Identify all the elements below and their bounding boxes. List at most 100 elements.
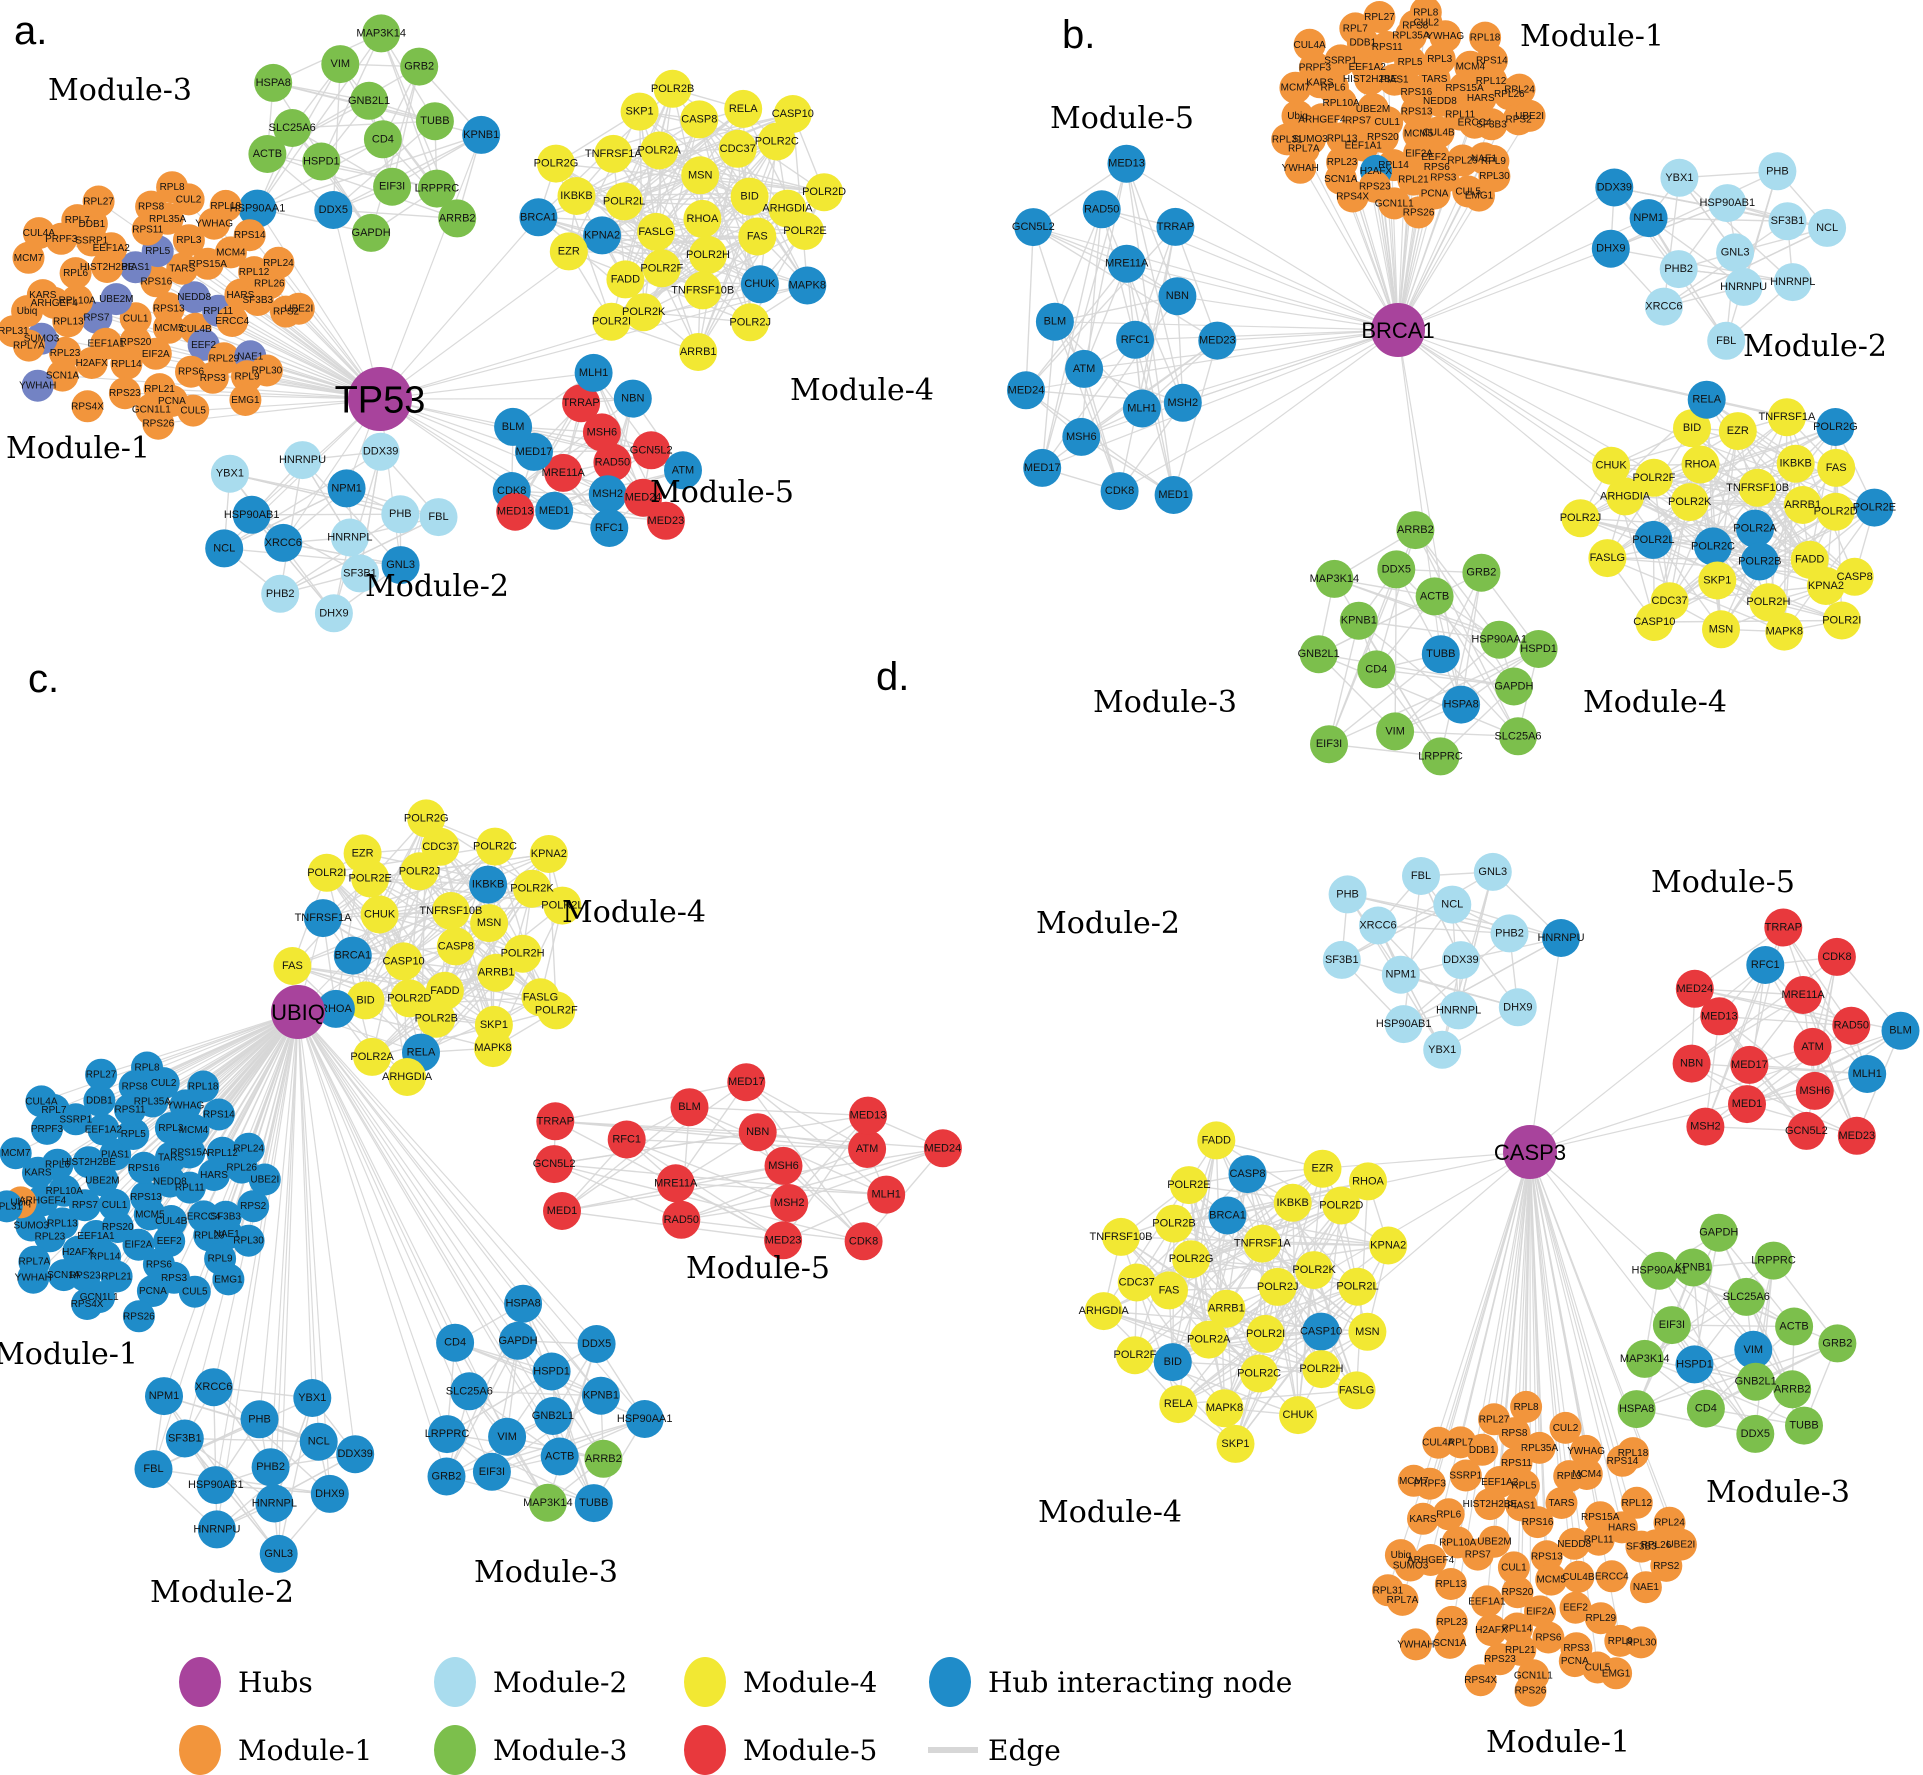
gene-node-BID[interactable]: [1673, 409, 1711, 448]
gene-node-HSPA8[interactable]: [504, 1284, 543, 1323]
gene-node-MAP3K14[interactable]: [362, 14, 401, 53]
gene-node-SLC25A6[interactable]: [1727, 1277, 1766, 1316]
gene-node-MAP3K14[interactable]: [1625, 1339, 1664, 1378]
gene-node-ATM[interactable]: [848, 1130, 887, 1168]
gene-node-POLR2I[interactable]: [1246, 1314, 1285, 1353]
gene-node-TNFRSF10B[interactable]: [1738, 468, 1777, 507]
gene-node-MRE11A[interactable]: [656, 1164, 695, 1203]
gene-node-MSN[interactable]: [681, 156, 720, 195]
gene-node-POLR2C[interactable]: [476, 827, 514, 866]
gene-node-MLH1[interactable]: [1122, 389, 1161, 428]
gene-node-EIF3I[interactable]: [1652, 1306, 1691, 1345]
gene-node-GAPDH[interactable]: [1494, 667, 1533, 706]
gene-node-BID[interactable]: [730, 177, 769, 216]
gene-node-MLH1[interactable]: [1848, 1055, 1887, 1093]
gene-node-EIF3I[interactable]: [373, 167, 412, 206]
gene-node-EMG1[interactable]: [1600, 1657, 1633, 1690]
gene-node-ARRB1[interactable]: [477, 953, 516, 992]
gene-node-XRCC6[interactable]: [1644, 287, 1683, 326]
gene-node-EMG1[interactable]: [212, 1263, 245, 1296]
gene-node-SF3B3[interactable]: [1475, 108, 1508, 141]
gene-node-NBN[interactable]: [738, 1113, 777, 1152]
gene-node-MED24[interactable]: [1007, 371, 1045, 410]
gene-node-DDX39[interactable]: [1441, 941, 1480, 980]
gene-node-MRE11A[interactable]: [1784, 976, 1823, 1014]
gene-node-POLR2L[interactable]: [1634, 520, 1673, 559]
gene-node-SLC25A6[interactable]: [450, 1372, 489, 1411]
gene-node-ARRB1[interactable]: [1783, 486, 1822, 524]
gene-node-CUL4B[interactable]: [1422, 116, 1455, 149]
gene-node-CD4[interactable]: [436, 1323, 475, 1362]
gene-node-HNRNPL[interactable]: [255, 1484, 294, 1523]
gene-node-LRPPRC[interactable]: [428, 1415, 466, 1454]
gene-node-RPS8[interactable]: [135, 190, 168, 223]
gene-node-MED13[interactable]: [849, 1096, 887, 1135]
gene-node-KPNA2[interactable]: [1806, 567, 1845, 605]
gene-node-HNRNPU[interactable]: [283, 441, 322, 480]
gene-node-MSH6[interactable]: [764, 1146, 803, 1185]
gene-node-FASLG[interactable]: [1588, 539, 1627, 578]
gene-node-DDX5[interactable]: [1377, 550, 1416, 589]
hub-node-BRCA1[interactable]: [1371, 303, 1425, 357]
gene-node-DHX9[interactable]: [310, 1474, 349, 1513]
gene-node-MED24[interactable]: [624, 478, 663, 517]
gene-node-GAPDH[interactable]: [499, 1321, 537, 1360]
gene-node-HSP90AB1[interactable]: [232, 495, 271, 534]
gene-node-MAP3K14[interactable]: [1315, 559, 1354, 598]
gene-node-RPL35A[interactable]: [1523, 1431, 1556, 1464]
gene-node-LRPPRC[interactable]: [1754, 1241, 1793, 1280]
gene-node-RPL27[interactable]: [85, 1058, 118, 1091]
gene-node-GNB2L1[interactable]: [350, 81, 389, 120]
gene-node-GNB2L1[interactable]: [1736, 1362, 1775, 1401]
gene-node-RELA[interactable]: [724, 89, 763, 128]
gene-node-POLR2I[interactable]: [307, 853, 346, 892]
gene-node-BLM[interactable]: [1881, 1011, 1920, 1050]
gene-node-POLR2I[interactable]: [1822, 601, 1861, 640]
gene-node-CDC37[interactable]: [1117, 1263, 1156, 1302]
gene-node-RPS23[interactable]: [1484, 1643, 1516, 1676]
gene-node-SCN1A[interactable]: [46, 359, 79, 392]
gene-node-KPNA2[interactable]: [583, 216, 622, 255]
gene-node-MSH6[interactable]: [1795, 1071, 1834, 1110]
gene-node-RPS26[interactable]: [1402, 196, 1435, 229]
gene-node-ARHGDIA[interactable]: [388, 1058, 427, 1096]
gene-node-MSN[interactable]: [470, 904, 509, 943]
gene-node-RPS4X[interactable]: [71, 1288, 104, 1320]
gene-node-YBX1[interactable]: [293, 1379, 332, 1417]
gene-node-RPS26[interactable]: [142, 407, 175, 440]
gene-node-H2AFX[interactable]: [75, 347, 108, 379]
gene-node-RFC1[interactable]: [607, 1120, 646, 1159]
gene-node-ACTB[interactable]: [1775, 1307, 1814, 1346]
gene-node-POLR2E[interactable]: [1169, 1166, 1208, 1205]
gene-node-HSPA8[interactable]: [1617, 1390, 1656, 1429]
gene-node-DDX39[interactable]: [361, 432, 400, 471]
gene-node-YWHAH[interactable]: [1399, 1628, 1432, 1661]
gene-node-YWHAH[interactable]: [21, 369, 54, 402]
gene-node-NEDD8[interactable]: [178, 281, 211, 314]
gene-node-RPL27[interactable]: [1478, 1403, 1511, 1436]
gene-node-MED23[interactable]: [646, 501, 685, 540]
gene-node-NBN[interactable]: [1158, 277, 1197, 316]
gene-node-GNB2L1[interactable]: [533, 1397, 572, 1435]
gene-node-HSP90AB1[interactable]: [1384, 1005, 1423, 1044]
gene-node-GAPDH[interactable]: [352, 213, 391, 252]
gene-node-EEF1A2[interactable]: [1351, 51, 1384, 84]
gene-node-RPL29[interactable]: [1584, 1602, 1617, 1635]
gene-node-CD4[interactable]: [1686, 1389, 1725, 1428]
gene-node-CASP10[interactable]: [1302, 1312, 1341, 1351]
gene-node-POLR2K[interactable]: [1295, 1251, 1334, 1290]
gene-node-POLR2L[interactable]: [605, 182, 643, 221]
gene-node-RPL31[interactable]: [1371, 1574, 1404, 1607]
gene-node-RPS2[interactable]: [237, 1190, 270, 1223]
gene-node-NPM1[interactable]: [1381, 955, 1420, 994]
gene-node-RAD50[interactable]: [593, 443, 632, 482]
gene-node-KPNB1[interactable]: [462, 115, 501, 154]
gene-node-MSH2[interactable]: [1686, 1107, 1725, 1146]
gene-node-CUL5[interactable]: [178, 1275, 211, 1308]
gene-node-RAD50[interactable]: [1832, 1006, 1871, 1045]
hub-node-UBIQ[interactable]: [271, 985, 325, 1039]
gene-node-POLR2C[interactable]: [1694, 527, 1732, 566]
gene-node-HNRNPU[interactable]: [197, 1510, 236, 1549]
gene-node-POLR2A[interactable]: [640, 131, 679, 170]
gene-node-SF3B1[interactable]: [1322, 940, 1361, 979]
